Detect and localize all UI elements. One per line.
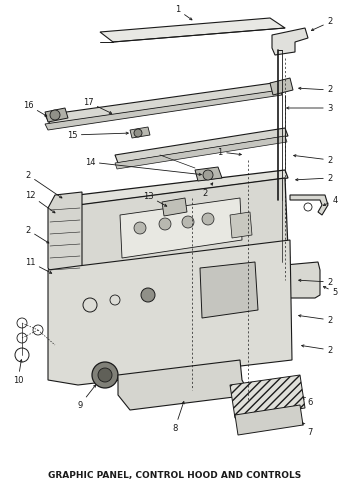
Text: 2: 2 [299,277,332,287]
Text: 2: 2 [302,345,332,354]
Circle shape [182,216,194,228]
Text: 16: 16 [23,100,47,116]
Polygon shape [118,360,250,410]
Polygon shape [45,90,282,130]
Polygon shape [195,167,222,181]
Polygon shape [115,128,288,163]
Circle shape [98,368,112,382]
Polygon shape [45,82,285,124]
Polygon shape [120,198,242,258]
Polygon shape [282,262,320,298]
Text: 1: 1 [217,147,241,156]
Text: 13: 13 [143,192,167,206]
Text: 14: 14 [85,157,201,175]
Text: 6: 6 [303,397,313,407]
Circle shape [202,213,214,225]
Text: 5: 5 [323,287,338,296]
Polygon shape [115,136,287,169]
Text: 1: 1 [175,5,192,20]
Polygon shape [48,240,292,385]
Polygon shape [78,178,288,278]
Text: 9: 9 [77,385,96,410]
Polygon shape [230,212,252,238]
Circle shape [304,203,312,211]
Text: 12: 12 [25,191,55,213]
Circle shape [203,170,213,180]
Text: 2: 2 [299,315,332,324]
Circle shape [50,110,60,120]
Polygon shape [82,250,290,286]
Text: 2: 2 [294,155,332,165]
Polygon shape [270,78,293,95]
Text: 3: 3 [287,103,333,113]
Polygon shape [45,108,68,122]
Circle shape [141,288,155,302]
Text: 2: 2 [299,85,332,95]
Text: 8: 8 [172,401,184,433]
Polygon shape [100,18,285,42]
Text: GRAPHIC PANEL, CONTROL HOOD AND CONTROLS: GRAPHIC PANEL, CONTROL HOOD AND CONTROLS [48,470,302,480]
Text: 2: 2 [202,183,213,197]
Text: 10: 10 [13,360,23,385]
Circle shape [134,222,146,234]
Polygon shape [230,375,305,418]
Text: 2: 2 [312,18,332,30]
Text: 2: 2 [25,225,49,243]
Polygon shape [235,405,303,435]
Polygon shape [48,192,82,282]
Polygon shape [200,262,258,318]
Text: 7: 7 [303,423,313,437]
Circle shape [159,218,171,230]
Circle shape [134,129,142,137]
Text: 2: 2 [296,173,332,182]
Circle shape [92,362,118,388]
Text: 17: 17 [83,98,112,113]
Polygon shape [78,170,288,205]
Text: 11: 11 [25,258,52,273]
Text: 15: 15 [67,130,128,140]
Polygon shape [272,28,308,55]
Polygon shape [130,127,150,138]
Text: 4: 4 [323,196,338,205]
Polygon shape [162,198,187,216]
Polygon shape [290,195,328,215]
Text: 2: 2 [25,171,62,198]
